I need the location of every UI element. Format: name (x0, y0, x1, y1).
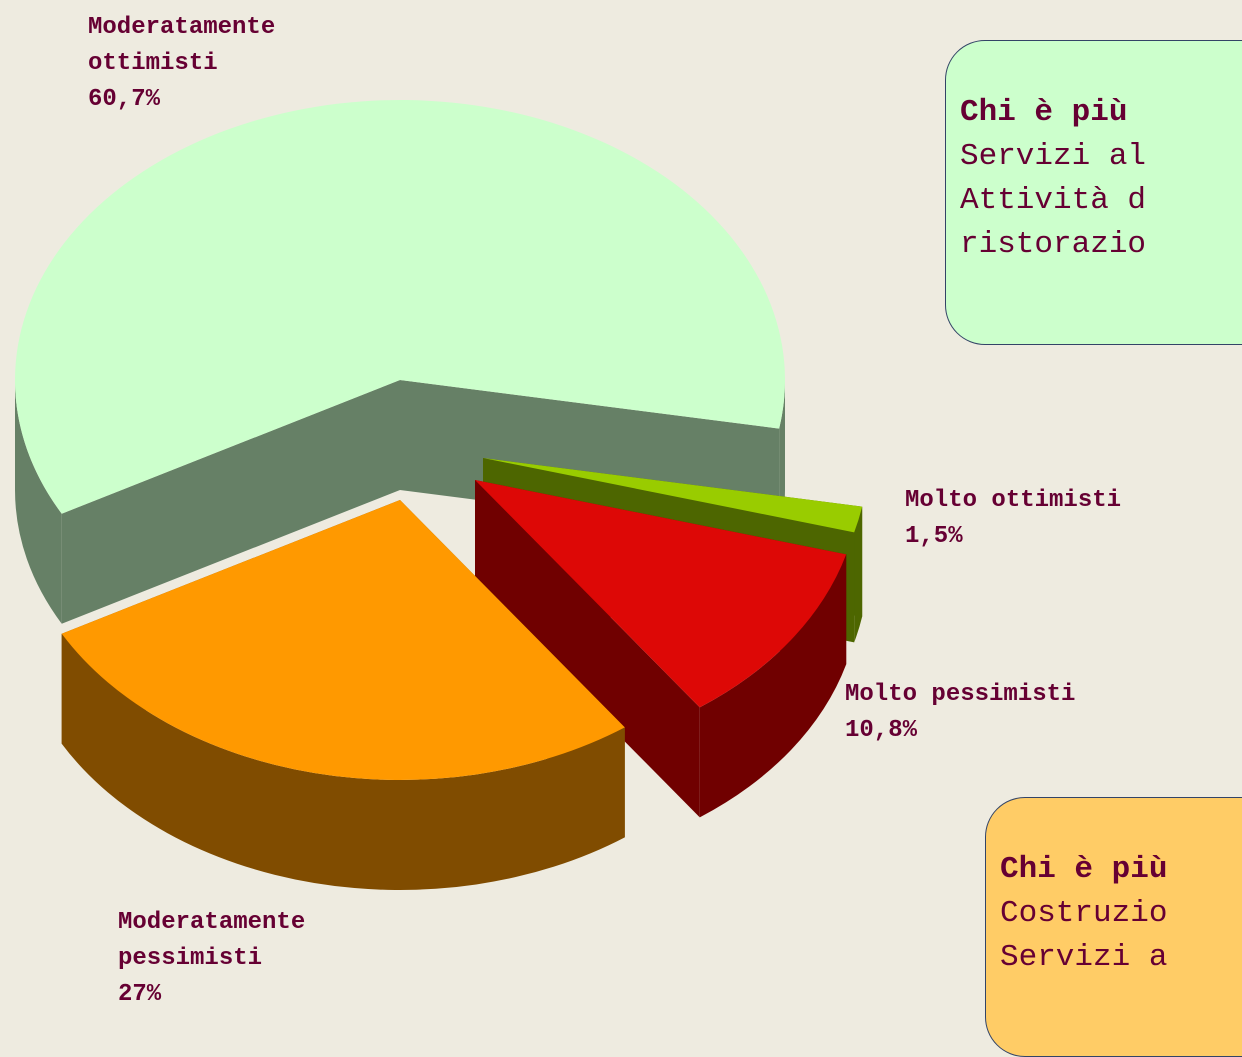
annotation-box: Chi è più Servizi al Attività d ristoraz… (945, 40, 1242, 345)
slice-top (61, 500, 625, 780)
slice (475, 480, 847, 818)
annotation-line: Servizi al (960, 139, 1147, 174)
annotation-line: Costruzio (1000, 896, 1168, 931)
value-label: 1,5% (905, 523, 963, 550)
annotation-title: Chi è più (960, 95, 1128, 130)
slice-label: Molto ottimisti 1,5% (905, 483, 1242, 555)
annotation-box: Chi è più Costruzio Servizi a (985, 797, 1242, 1057)
category-name: Moderatamente pessimisti (118, 909, 306, 972)
slice-top (475, 480, 847, 708)
category-name: Molto ottimisti (905, 487, 1122, 514)
slice (61, 500, 625, 891)
annotation-title: Chi è più (1000, 852, 1168, 887)
slice-radial-side (475, 480, 700, 818)
slice-outer-side (699, 554, 847, 818)
slice-top (15, 100, 786, 514)
category-name: Moderatamente ottimisti (88, 14, 276, 77)
annotation-line: Attività d (960, 183, 1147, 218)
value-label: 27% (118, 981, 162, 1008)
slice-top (483, 458, 863, 533)
annotation-line: ristorazio (960, 227, 1147, 262)
chart (15, 100, 863, 891)
category-name: Molto pessimisti (845, 681, 1076, 708)
page: Chi è più Servizi al Attività d ristoraz… (15, 10, 1242, 1057)
value-label: 60,7% (88, 86, 161, 113)
slice-label: Moderatamente pessimisti 27% (118, 905, 418, 1013)
slice-radial-side (61, 380, 401, 624)
slice-outer-side (15, 380, 62, 624)
slice-label: Moderatamente ottimisti 60,7% (88, 10, 388, 118)
slice-label: Molto pessimisti 10,8% (845, 677, 1205, 749)
slice-outer-side (61, 633, 625, 891)
annotation-line: Servizi a (1000, 940, 1168, 975)
slice-outer-side (854, 506, 863, 643)
value-label: 10,8% (845, 717, 918, 744)
